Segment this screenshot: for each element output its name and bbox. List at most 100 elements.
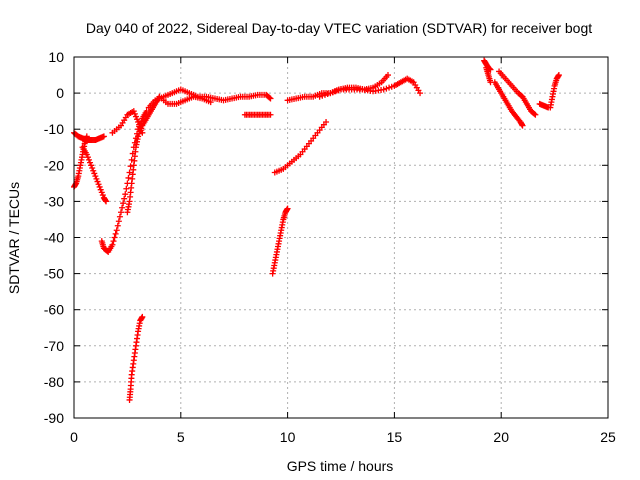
data-point-marker: [135, 118, 142, 125]
y-tick-label: 10: [48, 49, 64, 65]
chart-title: Day 040 of 2022, Sidereal Day-to-day VTE…: [86, 20, 592, 36]
x-tick-label: 10: [280, 429, 296, 445]
data-point-marker: [128, 156, 135, 163]
y-tick-label: -30: [44, 193, 64, 209]
data-point-marker: [316, 93, 323, 100]
data-point-marker: [134, 116, 141, 123]
data-point-marker: [137, 124, 144, 131]
data-point-marker: [532, 111, 539, 118]
data-series: [126, 313, 146, 403]
data-point-marker: [136, 130, 143, 137]
data-point-marker: [267, 95, 274, 102]
data-point-marker: [319, 92, 326, 99]
data-point-marker: [139, 129, 146, 136]
data-point-marker: [119, 204, 126, 211]
data-point-marker: [321, 91, 328, 98]
data-points: [71, 57, 562, 403]
data-series: [536, 100, 552, 111]
data-point-marker: [92, 173, 99, 180]
data-point-marker: [284, 205, 291, 212]
data-point-marker: [531, 110, 538, 117]
data-point-marker: [126, 169, 133, 176]
data-point-marker: [100, 133, 107, 140]
data-point-marker: [87, 159, 94, 166]
y-tick-label: -50: [44, 266, 64, 282]
data-point-marker: [94, 178, 101, 185]
data-point-marker: [519, 122, 526, 129]
data-series: [124, 93, 163, 216]
data-point-marker: [99, 192, 106, 199]
data-point-marker: [115, 218, 122, 225]
data-point-marker: [266, 94, 273, 101]
data-point-marker: [131, 110, 138, 117]
data-point-marker: [93, 175, 100, 182]
data-point-marker: [109, 241, 116, 248]
x-tick-label: 0: [70, 429, 78, 445]
y-tick-label: -90: [44, 410, 64, 426]
data-series: [491, 79, 526, 129]
data-point-marker: [386, 84, 393, 91]
data-point-marker: [88, 162, 95, 169]
x-tick-label: 25: [600, 429, 616, 445]
x-axis-title: GPS time / hours: [287, 458, 394, 474]
data-point-marker: [327, 90, 334, 97]
x-tick-labels: 0 5 10 15 20 25: [70, 429, 616, 445]
y-tick-label: -20: [44, 157, 64, 173]
data-point-marker: [103, 198, 110, 205]
data-point-marker: [417, 90, 424, 97]
data-series: [241, 111, 274, 118]
data-point-marker: [332, 88, 339, 95]
y-tick-label: 0: [56, 85, 64, 101]
data-series: [145, 86, 274, 111]
data-point-marker: [83, 151, 90, 158]
data-point-marker: [130, 108, 137, 115]
data-series: [156, 93, 214, 107]
x-tick-label: 20: [493, 429, 509, 445]
data-series: [269, 205, 291, 277]
y-tick-labels: 10 0 -10 -20 -30 -40 -50 -60 -70 -80 -90: [44, 49, 64, 426]
data-point-marker: [123, 185, 130, 192]
data-point-marker: [388, 83, 395, 90]
data-point-marker: [125, 174, 132, 181]
data-point-marker: [132, 113, 139, 120]
data-point-marker: [89, 165, 96, 172]
data-point-marker: [111, 234, 118, 241]
y-tick-label: -80: [44, 374, 64, 390]
data-point-marker: [135, 133, 142, 140]
data-point-marker: [383, 85, 390, 92]
data-point-marker: [138, 127, 145, 134]
data-series: [109, 108, 146, 136]
data-point-marker: [84, 154, 91, 161]
data-point-marker: [335, 87, 342, 94]
data-series: [483, 64, 494, 86]
data-point-marker: [110, 238, 117, 245]
data-series: [284, 72, 391, 104]
y-tick-label: -40: [44, 230, 64, 246]
data-point-marker: [90, 167, 97, 174]
data-series: [316, 75, 424, 100]
data-point-marker: [120, 200, 127, 207]
data-point-marker: [95, 181, 102, 188]
x-tick-label: 15: [387, 429, 403, 445]
data-point-marker: [207, 99, 214, 106]
y-tick-label: -70: [44, 338, 64, 354]
data-series: [271, 118, 330, 176]
data-point-marker: [139, 313, 146, 320]
data-point-marker: [380, 86, 387, 93]
data-point-marker: [329, 89, 336, 96]
data-point-marker: [83, 133, 90, 140]
y-axis-title: SDTVAR / TECUs: [6, 182, 22, 294]
plot-frame: [73, 56, 609, 419]
y-tick-label: -10: [44, 121, 64, 137]
x-tick-label: 5: [177, 429, 185, 445]
data-point-marker: [122, 191, 129, 198]
data-point-marker: [323, 118, 330, 125]
data-point-marker: [267, 111, 274, 118]
data-point-marker: [127, 163, 134, 170]
data-point-marker: [384, 72, 391, 79]
data-point-marker: [114, 222, 121, 229]
y-tick-label: -60: [44, 302, 64, 318]
data-series: [79, 144, 110, 205]
data-point-marker: [98, 189, 105, 196]
